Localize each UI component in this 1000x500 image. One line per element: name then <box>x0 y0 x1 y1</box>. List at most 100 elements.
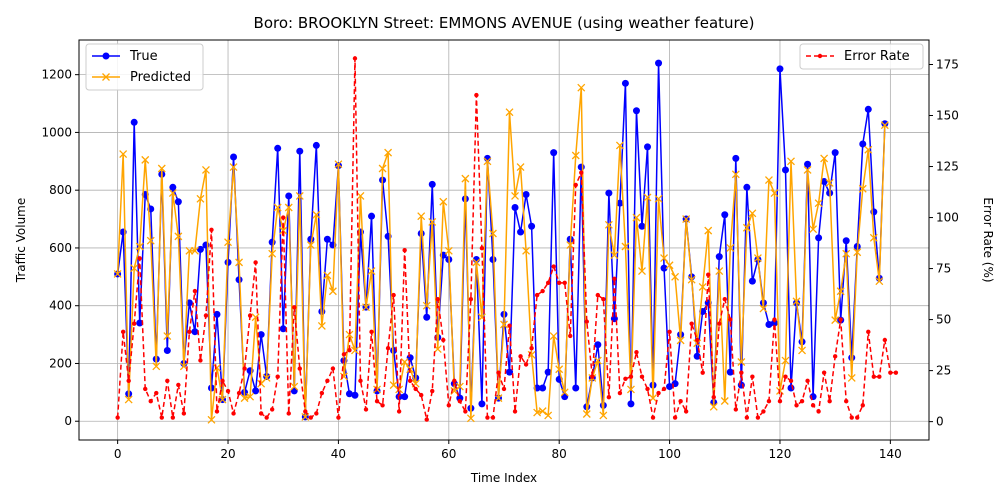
predicted-point <box>527 350 536 359</box>
y-left-tick-label: 800 <box>49 183 72 197</box>
error-rate-point <box>358 378 363 384</box>
true-point <box>627 400 635 408</box>
error-rate-point <box>628 374 634 379</box>
y-right-tick-label: 25 <box>936 364 951 378</box>
true-point <box>345 390 353 398</box>
error-rate-point <box>650 415 656 420</box>
predicted-point <box>284 203 293 212</box>
error-rate-point <box>391 292 396 298</box>
true-point <box>351 391 359 399</box>
predicted-point <box>196 194 205 203</box>
true-point <box>594 341 602 349</box>
predicted-point <box>577 83 586 92</box>
x-axis-label: Time Index <box>470 471 537 485</box>
predicted-point <box>273 203 282 212</box>
predicted-point <box>847 373 856 382</box>
error-rate-point <box>799 399 805 404</box>
error-rate-point <box>529 345 534 351</box>
error-rate-point <box>678 399 683 404</box>
error-rate-point <box>871 374 877 379</box>
error-rate-point <box>137 256 142 261</box>
predicted-point <box>489 229 497 238</box>
predicted-point <box>500 320 508 329</box>
error-rate-point <box>634 350 639 355</box>
predicted-point <box>836 287 845 296</box>
predicted-point <box>544 411 553 420</box>
predicted-point <box>306 241 315 250</box>
error-rate-point <box>369 329 374 335</box>
error-rate-point <box>606 394 612 400</box>
error-rate-point <box>761 409 766 414</box>
error-rate-point <box>220 378 225 384</box>
true-point <box>621 79 629 87</box>
error-rate-point <box>154 390 159 396</box>
predicted-point <box>571 151 580 160</box>
predicted-series-line <box>116 87 886 420</box>
y-right-tick-label: 150 <box>936 109 959 123</box>
error-rate-point <box>750 374 755 379</box>
true-point <box>373 387 381 395</box>
predicted-point <box>373 385 382 394</box>
predicted-point <box>130 264 139 273</box>
error-rate-point <box>231 411 236 416</box>
error-rate-point <box>170 415 176 420</box>
x-tick-label: 0 <box>114 447 122 461</box>
true-point <box>644 143 652 151</box>
predicted-point <box>389 381 398 390</box>
legend-right: Error Rate <box>799 43 924 70</box>
predicted-point <box>395 385 404 394</box>
error-rate-point <box>827 399 832 404</box>
true-point <box>136 319 144 327</box>
true-point <box>726 368 734 376</box>
predicted-point <box>516 163 525 172</box>
predicted-point <box>742 223 751 232</box>
error-rate-point <box>430 388 435 394</box>
error-rate-point <box>126 378 131 384</box>
true-point <box>478 400 486 408</box>
true-point <box>489 255 497 263</box>
predicted-point <box>334 160 343 169</box>
error-rate-point <box>788 378 794 384</box>
predicted-point <box>229 163 238 172</box>
predicted-point <box>246 392 255 401</box>
true-point <box>715 253 723 261</box>
predicted-point <box>781 356 790 365</box>
predicted-point <box>328 287 337 296</box>
predicted-point <box>174 232 183 241</box>
error-rate-point <box>143 386 148 392</box>
true-point <box>506 368 514 376</box>
y-right-tick-label: 175 <box>936 57 959 71</box>
error-rate-point <box>728 317 733 322</box>
error-rate-point <box>772 317 777 322</box>
predicted-point <box>455 382 464 391</box>
error-rate-point <box>474 92 479 98</box>
x-tick-label: 20 <box>220 447 235 461</box>
true-point <box>252 387 260 395</box>
error-rate-point <box>656 390 661 396</box>
predicted-point <box>660 254 669 263</box>
y-axis-left: 0 200 400 600 800 1000 1200 <box>41 68 79 428</box>
error-rate-point <box>490 415 496 420</box>
predicted-point <box>737 358 746 366</box>
predicted-point <box>135 242 144 251</box>
y-left-tick-label: 600 <box>49 241 72 255</box>
true-point <box>787 384 795 392</box>
predicted-point <box>262 373 271 382</box>
predicted-point <box>798 346 807 355</box>
error-rate-point <box>347 348 352 353</box>
true-point <box>323 235 331 243</box>
predicted-point <box>809 225 818 234</box>
error-rate-point <box>435 296 440 302</box>
predicted-point <box>604 220 613 229</box>
predicted-point <box>146 236 155 245</box>
error-rate-point <box>468 296 474 302</box>
error-rate-point <box>319 390 325 396</box>
error-rate-point <box>821 370 827 375</box>
error-rate-point <box>253 260 258 265</box>
predicted-point <box>235 258 244 267</box>
predicted-point <box>378 164 387 173</box>
predicted-point <box>472 258 481 267</box>
predicted-point <box>676 336 685 345</box>
error-rate-point <box>181 411 187 416</box>
error-rate-point <box>568 333 573 339</box>
